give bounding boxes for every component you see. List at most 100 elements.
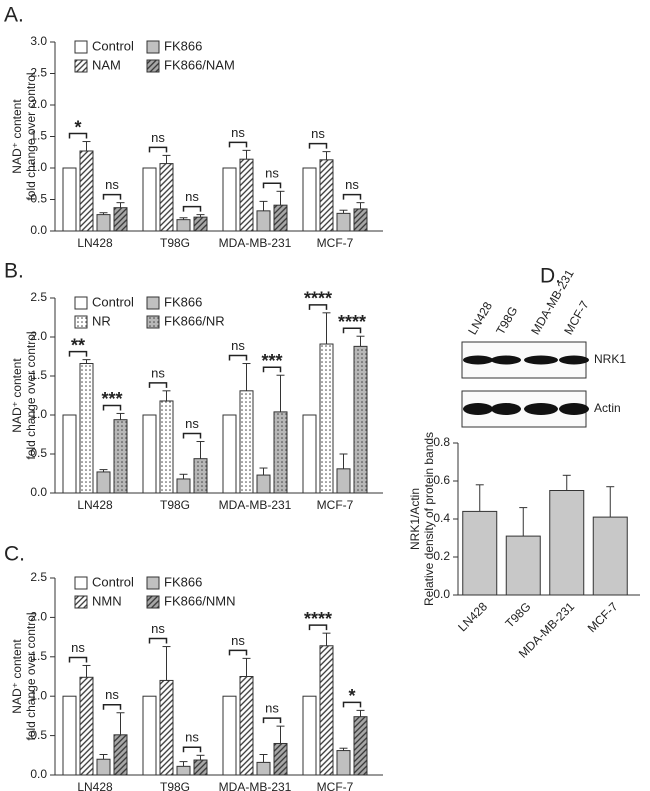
blot-band	[463, 355, 493, 365]
y-tick-label: 2.5	[30, 66, 47, 80]
bar	[142, 414, 157, 494]
y-tick-label: 2.0	[30, 329, 47, 343]
sig-bracket	[308, 304, 328, 310]
sig-bracket	[228, 354, 248, 361]
sig-label: ****	[338, 312, 366, 332]
bar	[256, 210, 271, 232]
legend-label: FK866/NR	[164, 313, 225, 328]
legend-swatch	[146, 315, 160, 329]
bar	[319, 159, 334, 232]
bar	[142, 695, 157, 776]
sig-label: ns	[71, 640, 85, 655]
y-axis-label: NRK1/Actin	[408, 488, 422, 550]
y-axis-label: NAD⁺ content	[10, 358, 24, 433]
blot-lane-label: T98G	[493, 304, 520, 337]
x-tick-label: MDA-MB-231	[219, 498, 292, 512]
x-tick-label: LN428	[77, 498, 113, 512]
bar	[142, 167, 157, 232]
bar	[336, 750, 351, 776]
bar	[62, 695, 77, 776]
sig-bracket	[102, 404, 122, 411]
x-tick-label: MCF-7	[585, 599, 621, 635]
x-tick-label: MDA-MB-231	[219, 236, 292, 250]
sig-bracket	[262, 717, 282, 724]
y-tick-label: 0.5	[30, 192, 47, 206]
bar	[79, 676, 94, 776]
sig-label: ns	[265, 166, 279, 181]
sig-label: *	[348, 686, 355, 706]
y-tick-label: 0.4	[433, 511, 450, 525]
sig-bracket	[308, 142, 328, 149]
bar	[549, 490, 585, 596]
sig-label: ns	[151, 621, 165, 636]
y-axis-label: Relative density of protein bands	[422, 432, 436, 606]
sig-bracket	[68, 350, 88, 357]
sig-bracket	[182, 746, 202, 753]
sig-label: ns	[265, 701, 279, 716]
bar	[273, 204, 288, 232]
bar	[592, 516, 628, 596]
y-tick-label: 2.0	[30, 97, 47, 111]
bar	[193, 759, 208, 776]
sig-label: ns	[105, 177, 119, 192]
bar	[505, 535, 541, 596]
blot-lane-label: MCF-7	[561, 298, 592, 337]
bar	[176, 219, 191, 232]
legend-label: Control	[92, 38, 134, 53]
blot-lane-label: LN428	[465, 299, 495, 337]
bar	[159, 679, 174, 776]
x-tick-label: MCF-7	[317, 236, 354, 250]
sig-bracket	[228, 649, 248, 656]
x-tick-label: T98G	[160, 780, 190, 791]
y-tick-label: 2.0	[30, 610, 47, 624]
blot-band	[491, 355, 521, 365]
blot-band	[463, 403, 493, 415]
bar	[239, 390, 254, 494]
bar	[273, 411, 288, 494]
legend-label: FK866	[164, 574, 202, 589]
y-tick-label: 1.0	[30, 407, 47, 421]
y-tick-label: 1.0	[30, 688, 47, 702]
panel-label: A.	[4, 4, 24, 27]
y-tick-label: 0.0	[30, 485, 47, 499]
sig-label: ***	[101, 389, 122, 409]
bar	[176, 765, 191, 776]
panel-label: B.	[4, 260, 24, 283]
bar	[353, 716, 368, 776]
y-axis-label: NAD⁺ content	[10, 639, 24, 714]
y-axis-label: fold change over control	[24, 612, 38, 740]
panel-label: D.	[540, 265, 561, 288]
sig-bracket	[228, 141, 248, 148]
bar	[193, 216, 208, 232]
sig-label: ***	[261, 351, 282, 371]
y-tick-label: 0.0	[433, 587, 450, 601]
bar	[353, 208, 368, 232]
sig-label: ns	[105, 687, 119, 702]
sig-label: ****	[304, 609, 332, 629]
bar	[159, 400, 174, 494]
legend-swatch	[146, 59, 160, 73]
x-tick-label: T98G	[502, 599, 533, 630]
legend-swatch	[74, 40, 88, 54]
bar	[222, 414, 237, 494]
bar	[302, 167, 317, 232]
bar	[302, 414, 317, 494]
bar	[239, 676, 254, 776]
blot-band	[559, 355, 589, 365]
legend-label: FK866/NAM	[164, 57, 235, 72]
legend-swatch	[146, 40, 160, 54]
legend-label: Control	[92, 574, 134, 589]
sig-label: ns	[311, 126, 325, 141]
legend-swatch	[146, 576, 160, 590]
y-tick-label: 0.5	[30, 728, 47, 742]
bar	[256, 761, 271, 776]
x-tick-label: LN428	[77, 236, 113, 250]
bar	[302, 695, 317, 776]
sig-label: ns	[231, 125, 245, 140]
sig-bracket	[102, 193, 122, 200]
bar	[96, 214, 111, 232]
sig-bracket	[342, 701, 362, 708]
legend-swatch	[74, 296, 88, 310]
sig-label: ns	[185, 416, 199, 431]
y-tick-label: 1.5	[30, 129, 47, 143]
